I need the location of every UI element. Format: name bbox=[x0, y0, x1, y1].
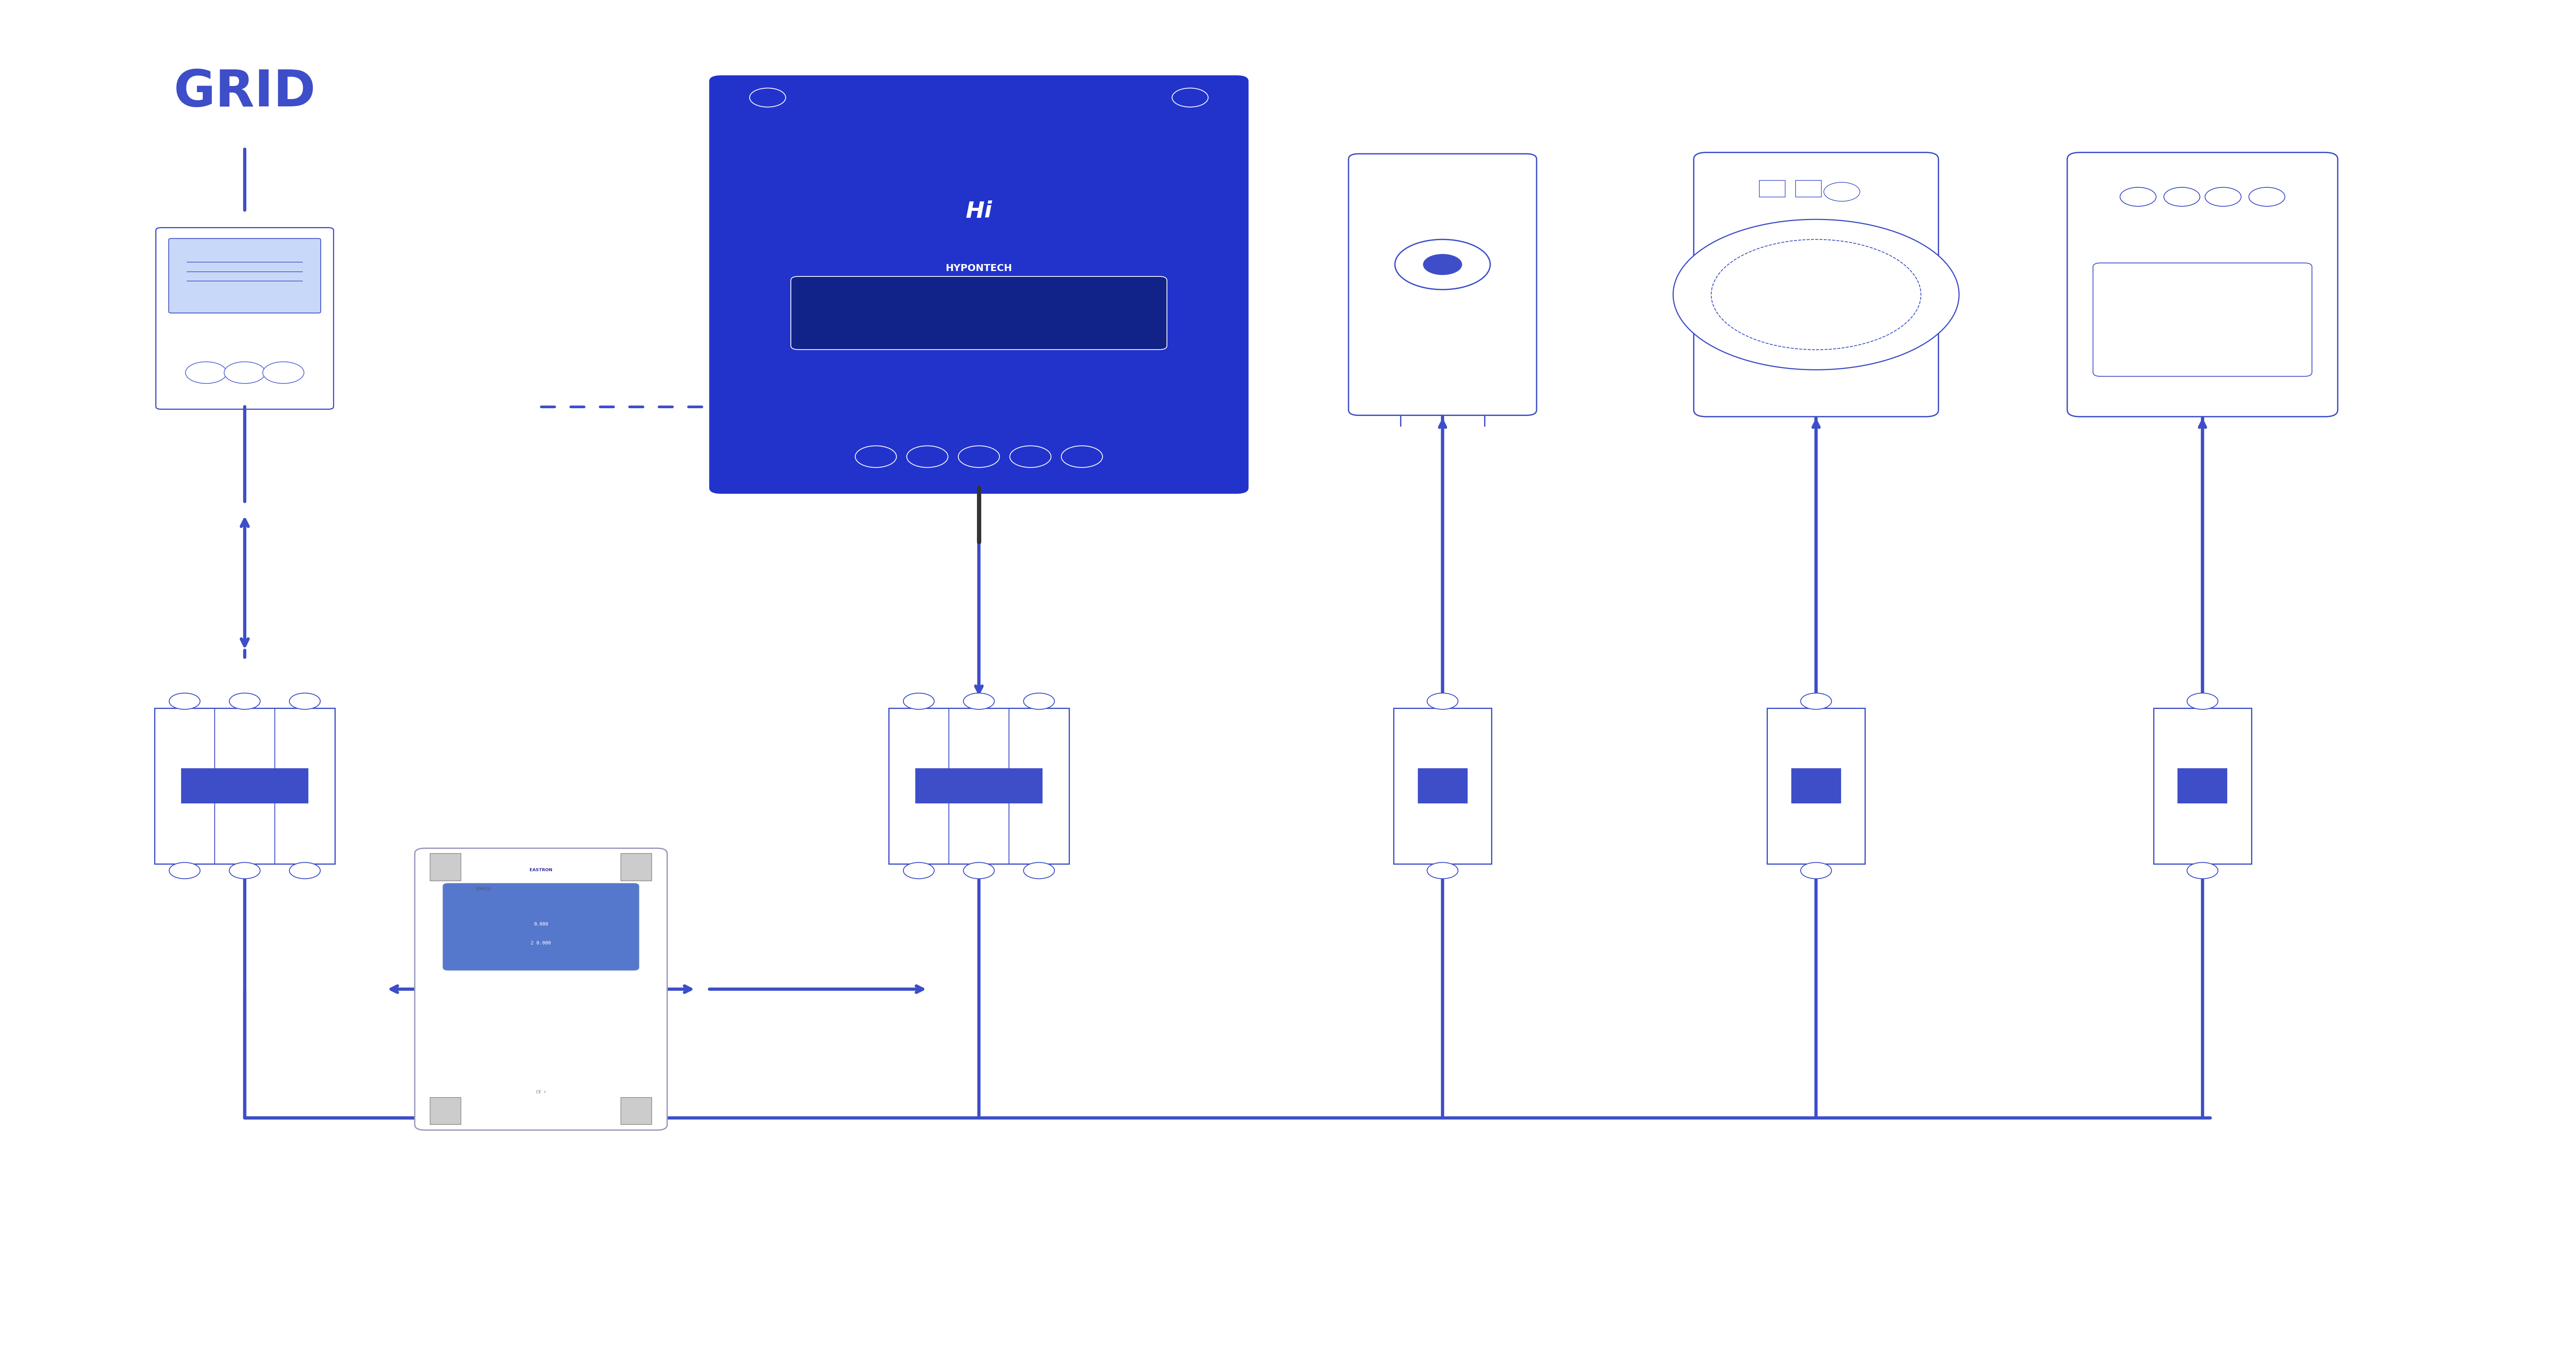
Circle shape bbox=[229, 863, 260, 878]
Circle shape bbox=[1023, 863, 1054, 878]
Circle shape bbox=[1801, 694, 1832, 710]
Circle shape bbox=[170, 863, 201, 878]
Circle shape bbox=[1674, 220, 1958, 370]
Circle shape bbox=[2120, 187, 2156, 206]
Circle shape bbox=[855, 446, 896, 467]
Circle shape bbox=[2187, 863, 2218, 878]
Circle shape bbox=[750, 88, 786, 107]
Circle shape bbox=[963, 694, 994, 710]
Circle shape bbox=[1824, 183, 1860, 202]
Text: GRID: GRID bbox=[173, 68, 317, 117]
Bar bbox=[1759, 180, 1785, 196]
Text: 2 0.000: 2 0.000 bbox=[531, 940, 551, 946]
FancyBboxPatch shape bbox=[170, 238, 319, 313]
Bar bbox=[430, 854, 461, 881]
Circle shape bbox=[1427, 694, 1458, 710]
Bar bbox=[180, 768, 309, 804]
Circle shape bbox=[2187, 694, 2218, 710]
Circle shape bbox=[958, 446, 999, 467]
Bar bbox=[1767, 707, 1865, 864]
Text: Hi: Hi bbox=[966, 201, 992, 222]
Circle shape bbox=[170, 694, 201, 710]
Bar bbox=[430, 1098, 461, 1125]
Circle shape bbox=[289, 863, 319, 878]
Text: SDM630: SDM630 bbox=[474, 888, 492, 890]
FancyBboxPatch shape bbox=[443, 883, 639, 970]
FancyBboxPatch shape bbox=[415, 848, 667, 1130]
Circle shape bbox=[2249, 187, 2285, 206]
Bar bbox=[1419, 768, 1468, 804]
Circle shape bbox=[963, 863, 994, 878]
Circle shape bbox=[1010, 446, 1051, 467]
Circle shape bbox=[1425, 255, 1461, 275]
Bar bbox=[1795, 180, 1821, 196]
Circle shape bbox=[904, 694, 935, 710]
Circle shape bbox=[1172, 88, 1208, 107]
Text: 0.000: 0.000 bbox=[533, 921, 549, 927]
Circle shape bbox=[2164, 187, 2200, 206]
Bar bbox=[621, 1098, 652, 1125]
Bar bbox=[2179, 768, 2226, 804]
Text: EASTRON: EASTRON bbox=[531, 869, 551, 871]
Circle shape bbox=[1427, 863, 1458, 878]
Bar bbox=[1790, 768, 1839, 804]
Circle shape bbox=[263, 362, 304, 383]
Circle shape bbox=[2205, 187, 2241, 206]
FancyBboxPatch shape bbox=[2092, 263, 2311, 377]
Circle shape bbox=[1801, 863, 1832, 878]
Circle shape bbox=[1061, 446, 1103, 467]
Bar bbox=[889, 707, 1069, 864]
Bar bbox=[1394, 707, 1492, 864]
FancyBboxPatch shape bbox=[2066, 152, 2336, 417]
FancyBboxPatch shape bbox=[791, 276, 1167, 350]
Bar bbox=[155, 707, 335, 864]
Circle shape bbox=[185, 362, 227, 383]
Bar bbox=[2154, 707, 2251, 864]
Circle shape bbox=[1023, 694, 1054, 710]
Circle shape bbox=[289, 694, 319, 710]
Circle shape bbox=[1710, 240, 1922, 350]
Text: CE  ⚡: CE ⚡ bbox=[536, 1091, 546, 1093]
FancyBboxPatch shape bbox=[708, 75, 1249, 495]
Text: HYPONTECH: HYPONTECH bbox=[945, 264, 1012, 272]
FancyBboxPatch shape bbox=[1350, 153, 1535, 415]
FancyBboxPatch shape bbox=[1695, 152, 1937, 417]
Circle shape bbox=[1396, 240, 1489, 290]
Circle shape bbox=[224, 362, 265, 383]
Circle shape bbox=[229, 694, 260, 710]
Circle shape bbox=[907, 446, 948, 467]
Circle shape bbox=[904, 863, 935, 878]
Bar bbox=[917, 768, 1041, 804]
FancyBboxPatch shape bbox=[155, 228, 335, 409]
Bar bbox=[621, 854, 652, 881]
